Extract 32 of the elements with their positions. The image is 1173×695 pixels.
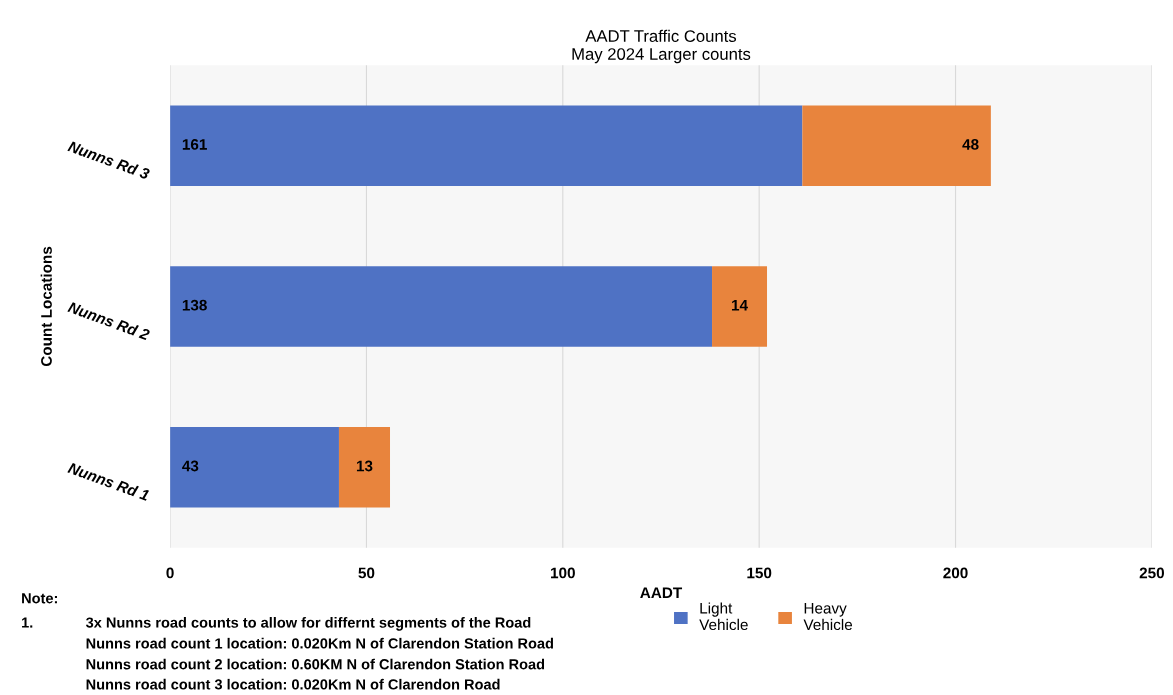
bar bbox=[338, 427, 391, 508]
data-label: 43 bbox=[182, 460, 199, 472]
data-label: 138 bbox=[182, 299, 207, 311]
text: 3x Nunns road counts to allow for differnt segments of the Road bbox=[85, 617, 531, 631]
y-tick-label: Nunns Rd 2 bbox=[67, 301, 151, 341]
data-label: 161 bbox=[182, 139, 207, 150]
x-tick-label: 100 bbox=[551, 567, 575, 579]
text: 1. bbox=[22, 617, 33, 628]
bar bbox=[170, 266, 713, 347]
legend-label: Light Vehicle bbox=[699, 602, 748, 631]
y-tick-label: Nunns Rd 1 bbox=[67, 461, 150, 502]
x-tick-label: 250 bbox=[1139, 567, 1165, 579]
x-tick-label: 50 bbox=[358, 567, 375, 579]
text: Nunns road count 1 location: 0.020Km N of Clarendon Station Road bbox=[86, 637, 553, 649]
y-axis-title: Count Locations bbox=[40, 246, 52, 367]
chart-title: AADT Traffic Counts May 2024 Larger counts bbox=[572, 29, 751, 64]
x-tick-label: 150 bbox=[747, 567, 772, 579]
text: Nunns road count 2 location: 0.60KM N of Clarendon Station Road bbox=[86, 658, 545, 670]
data-label: 13 bbox=[356, 460, 373, 472]
text: Note: bbox=[22, 593, 57, 604]
x-tick-label: 0 bbox=[166, 567, 174, 579]
x-tick-label: 200 bbox=[943, 567, 968, 579]
bar bbox=[712, 266, 768, 347]
legend-label: Heavy Vehicle bbox=[803, 602, 853, 631]
data-label: 14 bbox=[732, 299, 748, 311]
bar bbox=[170, 427, 339, 508]
text: Nunns road count 3 location: 0.020Km N of Clarendon Road bbox=[86, 678, 500, 690]
bar bbox=[802, 105, 991, 186]
x-axis-title: AADT bbox=[640, 587, 683, 598]
data-label: 48 bbox=[962, 139, 979, 150]
bar bbox=[170, 105, 803, 186]
y-tick-label: Nunns Rd 3 bbox=[67, 140, 151, 180]
